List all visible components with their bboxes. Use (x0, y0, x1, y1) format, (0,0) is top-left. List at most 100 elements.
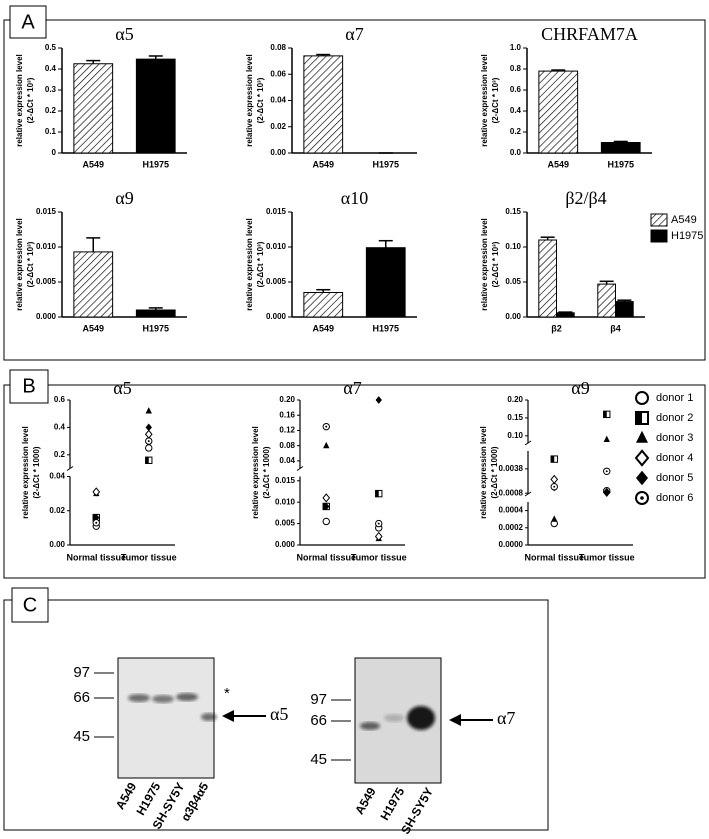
legend-label: donor 4 (656, 452, 693, 464)
y-label-line: relative expression level (480, 218, 489, 311)
marker-part (634, 449, 650, 467)
blot-band (360, 722, 380, 730)
bar (303, 292, 344, 318)
marker-part (603, 435, 610, 442)
panel-label: B (22, 375, 35, 397)
data-point (603, 467, 611, 475)
legend-marker (635, 411, 649, 425)
y-tick-label: 0.005 (266, 277, 287, 286)
marker-part (605, 470, 608, 473)
x-tick-label: H1975 (142, 323, 169, 333)
chart-title: β2/β4 (565, 188, 606, 208)
marker-part (553, 485, 556, 488)
data-point (322, 422, 330, 431)
x-tick-label: Normal tissue (524, 552, 584, 562)
legend-label: donor 5 (656, 472, 693, 484)
chart-title: α7 (343, 378, 361, 398)
y-tick-label: 0.010 (36, 242, 57, 251)
y-tick-label: 0.15 (505, 207, 521, 216)
y-tick-label: 0.20 (507, 395, 523, 404)
y-tick-label: 0.04 (49, 472, 65, 481)
data-point (92, 519, 100, 527)
marker-part (145, 423, 152, 432)
ladder-label: 97 (310, 691, 327, 708)
panel-label: A (21, 11, 35, 33)
panel-c-badge (11, 587, 49, 623)
blot-band (407, 706, 435, 730)
axis-break (524, 491, 532, 497)
bar (538, 239, 557, 318)
y-label-line: relative expression level (15, 54, 24, 147)
y-tick-label: 0.000 (275, 540, 296, 549)
y-tick-label: 0.00 (49, 540, 65, 549)
arrow-label: α7 (497, 708, 515, 728)
marker-part (325, 425, 328, 428)
y-tick-label: 0.010 (266, 242, 287, 251)
panel-label: C (23, 594, 37, 616)
legend-marker (635, 391, 649, 405)
y-tick-label: 0.005 (275, 519, 296, 528)
y-tick-label: 0.010 (275, 497, 296, 506)
lane-label: H1975 (378, 785, 408, 823)
marker-part (147, 440, 150, 443)
data-point (550, 474, 559, 485)
data-point (603, 410, 611, 419)
y-label-line: relative expression level (251, 426, 260, 519)
panel-b-badge (9, 369, 49, 404)
x-tick-label: β4 (610, 323, 621, 333)
marker-part (145, 457, 149, 464)
x-tick-label: A549 (82, 159, 104, 169)
y-tick-label: 0.06 (270, 69, 286, 78)
y-tick-label: 0.000 (36, 312, 57, 321)
y-tick-label: 0.04 (270, 96, 286, 105)
y-tick-label: 0.015 (36, 207, 57, 216)
data-point (550, 482, 558, 491)
y-tick-label: 0 (52, 148, 57, 157)
x-tick-label: A549 (82, 323, 104, 333)
bar (615, 301, 634, 318)
x-tick-label: H1975 (607, 159, 634, 169)
axis-break (66, 466, 74, 471)
y-tick-label: 0.015 (275, 476, 296, 485)
legend-marker (636, 430, 648, 443)
y-tick-label: 0.015 (266, 207, 287, 216)
y-axis-label: relative expression level (2-ΔCt * 10³) (480, 218, 500, 311)
y-axis-label: relative expression level (2-ΔCt * 10³) (245, 218, 265, 311)
x-tick-label: Tumor tissue (121, 552, 177, 562)
arrow-head (222, 710, 234, 722)
bar (597, 283, 616, 318)
legend-marker (634, 449, 650, 467)
y-tick-label: 0.08 (270, 43, 286, 52)
y-label-line: (2-ΔCt * 10³) (491, 241, 500, 287)
y-axis-label: relative expression level (2-ΔCt * 1000) (251, 426, 271, 519)
y-tick-label: 0.0004 (499, 506, 524, 515)
bar (135, 58, 176, 154)
marker-part (635, 391, 649, 405)
y-label-line: relative expression level (245, 218, 254, 311)
x-tick-label: β2 (551, 323, 562, 333)
y-tick-label: 0.6 (54, 395, 66, 404)
legend-label: A549 (671, 214, 697, 226)
y-tick-label: 0.8 (510, 64, 522, 73)
y-label-line: (2-ΔCt * 10³) (26, 241, 35, 287)
chart-title: α10 (341, 188, 368, 208)
marker-part (95, 521, 98, 524)
blot-band (201, 713, 217, 721)
bar (73, 63, 114, 154)
marker-part (636, 412, 642, 424)
marker-part (603, 488, 610, 497)
marker-part (551, 455, 555, 463)
y-label-line: (2-ΔCt * 1000) (32, 446, 41, 498)
y-tick-label: 0.2 (45, 106, 57, 115)
y-tick-label: 0.00 (270, 148, 286, 157)
legend-label: donor 1 (656, 392, 693, 404)
data-point (92, 487, 101, 497)
y-tick-label: 0.6 (510, 85, 522, 94)
marker-part (145, 444, 153, 452)
data-point (550, 455, 558, 463)
data-point (551, 515, 558, 522)
bar (73, 251, 114, 318)
ladder-label: 66 (310, 712, 327, 729)
y-tick-label: 0.1 (45, 127, 57, 136)
